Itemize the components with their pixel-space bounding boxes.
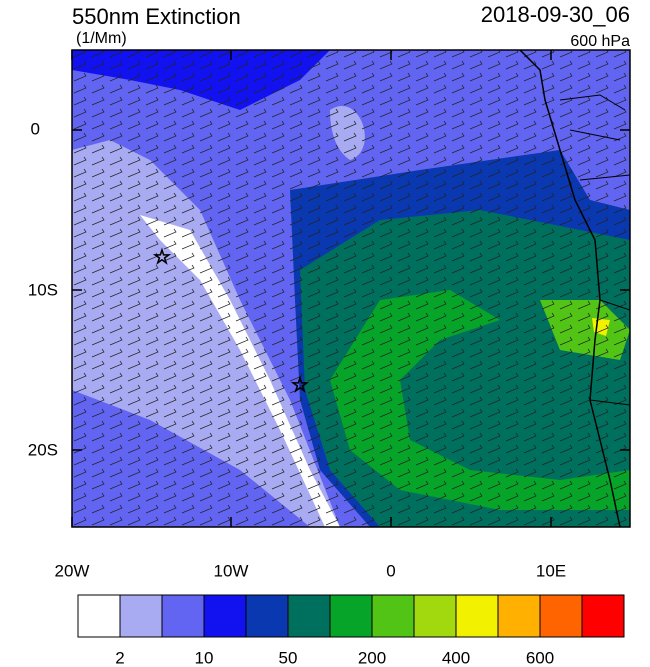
date: 2018-09-30_06	[481, 2, 630, 27]
colorbar-box	[119, 594, 163, 638]
lon-label: 10W	[214, 561, 249, 580]
lat-label: 10S	[28, 280, 58, 299]
star-marker: ☆	[291, 374, 309, 396]
colorbar-box	[455, 594, 499, 638]
colorbar-box	[581, 594, 625, 638]
level: 600 hPa	[570, 33, 630, 50]
lat-label: 0	[31, 119, 40, 138]
lon-label: 0	[386, 561, 395, 580]
title: 550nm Extinction	[72, 4, 241, 29]
colorbar-box	[245, 594, 289, 638]
colorbar-box	[329, 594, 373, 638]
colorbar-box	[413, 594, 457, 638]
map-field: ☆ ☆	[72, 50, 630, 527]
lon-label: 10E	[536, 561, 566, 580]
colorbar-box	[371, 594, 415, 638]
lon-label: 20W	[55, 561, 90, 580]
colorbar: 2 10 50 200 400 600	[77, 594, 625, 667]
map-frame	[71, 49, 631, 528]
colorbar-label: 600	[526, 648, 554, 667]
colorbar-box	[77, 594, 121, 638]
colorbar-label: 2	[115, 648, 124, 667]
lat-label: 20S	[28, 440, 58, 459]
star-marker: ☆	[153, 246, 171, 268]
colorbar-label: 10	[195, 648, 214, 667]
colorbar-label: 400	[442, 648, 470, 667]
colorbar-box	[203, 594, 247, 638]
colorbar-label: 50	[279, 648, 298, 667]
colorbar-label: 200	[358, 648, 386, 667]
colorbar-box	[161, 594, 205, 638]
colorbar-box	[287, 594, 331, 638]
colorbar-box	[539, 594, 583, 638]
ticks	[71, 50, 630, 527]
units: (1/Mm)	[76, 30, 127, 47]
colorbar-box	[497, 594, 541, 638]
